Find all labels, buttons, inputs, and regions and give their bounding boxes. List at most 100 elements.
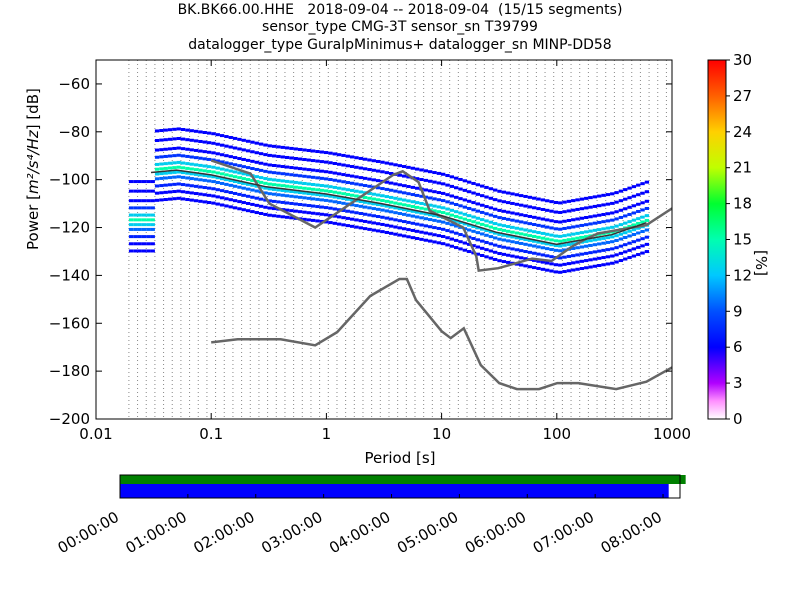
- density-cell: [245, 182, 251, 186]
- density-cell: [258, 142, 264, 146]
- density-cell: [566, 242, 572, 246]
- density-cell: [180, 197, 186, 201]
- density-cell: [345, 197, 350, 201]
- density-cell: [150, 213, 155, 217]
- density-cell: [497, 223, 502, 227]
- density-cell: [605, 193, 611, 197]
- density-cell: [349, 224, 355, 228]
- density-cell: [354, 225, 359, 229]
- density-cell: [150, 189, 155, 193]
- density-cell: [484, 205, 489, 209]
- density-cell: [484, 219, 489, 223]
- density-cell: [189, 155, 194, 159]
- density-cell: [341, 208, 346, 212]
- series-line-2: [150, 169, 647, 246]
- density-cell: [623, 231, 628, 235]
- density-cell: [367, 206, 372, 210]
- density-cell: [198, 178, 203, 182]
- density-cell: [215, 195, 220, 199]
- density-cell: [614, 210, 619, 214]
- density-cell: [584, 230, 589, 234]
- density-cell: [146, 235, 151, 239]
- density-cell: [414, 210, 420, 214]
- density-cell: [467, 199, 472, 203]
- density-cell: [185, 190, 190, 194]
- density-cell: [623, 257, 628, 261]
- colorbar: [707, 59, 727, 420]
- density-cell: [349, 217, 355, 221]
- density-cell: [441, 199, 446, 203]
- density-cell: [154, 167, 160, 171]
- density-cell: [423, 169, 428, 173]
- density-cell: [605, 255, 611, 259]
- density-cell: [623, 207, 628, 211]
- density-cell: [362, 227, 368, 231]
- density-cell: [302, 167, 307, 171]
- density-cell: [250, 167, 255, 171]
- series-line-0: [211, 277, 672, 391]
- density-cell: [566, 199, 572, 203]
- time-tick-label: 08:00:00: [598, 508, 665, 557]
- density-cell: [219, 181, 225, 185]
- density-cell: [341, 173, 346, 177]
- density-cell: [133, 242, 138, 246]
- density-cell: [211, 194, 216, 198]
- chart-title-line-1: BK.BK66.00.HHE 2018-09-04 -- 2018-09-04 …: [177, 2, 623, 18]
- density-cell: [484, 240, 489, 244]
- density-cell: [371, 202, 376, 206]
- density-cell: [306, 175, 311, 179]
- density-cell: [349, 198, 355, 202]
- density-cell: [540, 267, 546, 271]
- density-cell: [644, 218, 650, 222]
- density-cell: [545, 261, 550, 265]
- density-cell: [211, 170, 216, 174]
- density-cell: [241, 186, 246, 190]
- density-cell: [527, 214, 533, 218]
- density-cell: [553, 248, 559, 252]
- density-cell: [250, 178, 255, 182]
- density-cell: [406, 175, 411, 179]
- density-cell: [493, 207, 498, 211]
- density-cell: [375, 159, 381, 163]
- density-cell: [237, 180, 242, 184]
- density-cell: [571, 218, 576, 222]
- density-cell: [610, 218, 615, 222]
- density-cell: [224, 168, 229, 172]
- density-cell: [610, 240, 615, 244]
- density-cell: [610, 247, 615, 251]
- density-cell: [185, 138, 190, 142]
- density-cell: [454, 231, 459, 235]
- density-cell: [388, 224, 394, 228]
- density-cell: [384, 204, 389, 208]
- density-cell: [289, 209, 294, 213]
- density-cell: [436, 171, 442, 175]
- density-cell: [189, 172, 194, 176]
- density-cell: [150, 199, 155, 203]
- density-cell: [523, 228, 528, 232]
- density-cell: [462, 248, 468, 252]
- density-cell: [133, 249, 138, 253]
- density-cell: [219, 160, 225, 164]
- density-cell: [328, 199, 333, 203]
- density-cell: [540, 241, 546, 245]
- density-cell: [293, 209, 298, 213]
- density-cell: [224, 154, 229, 158]
- density-cell: [471, 208, 476, 212]
- density-cell: [380, 208, 385, 212]
- density-cell: [280, 188, 285, 192]
- density-cell: [141, 213, 147, 217]
- density-cell: [441, 191, 446, 195]
- density-cell: [163, 198, 168, 202]
- density-cell: [445, 229, 450, 233]
- density-cell: [519, 263, 524, 267]
- density-cell: [128, 218, 134, 222]
- density-cell: [514, 219, 520, 223]
- density-cell: [467, 180, 472, 184]
- density-cell: [367, 220, 372, 224]
- density-cell: [141, 227, 147, 231]
- density-cell: [185, 198, 190, 202]
- density-cell: [232, 191, 238, 195]
- density-cell: [566, 226, 572, 230]
- density-cell: [332, 152, 337, 156]
- density-cell: [388, 205, 394, 209]
